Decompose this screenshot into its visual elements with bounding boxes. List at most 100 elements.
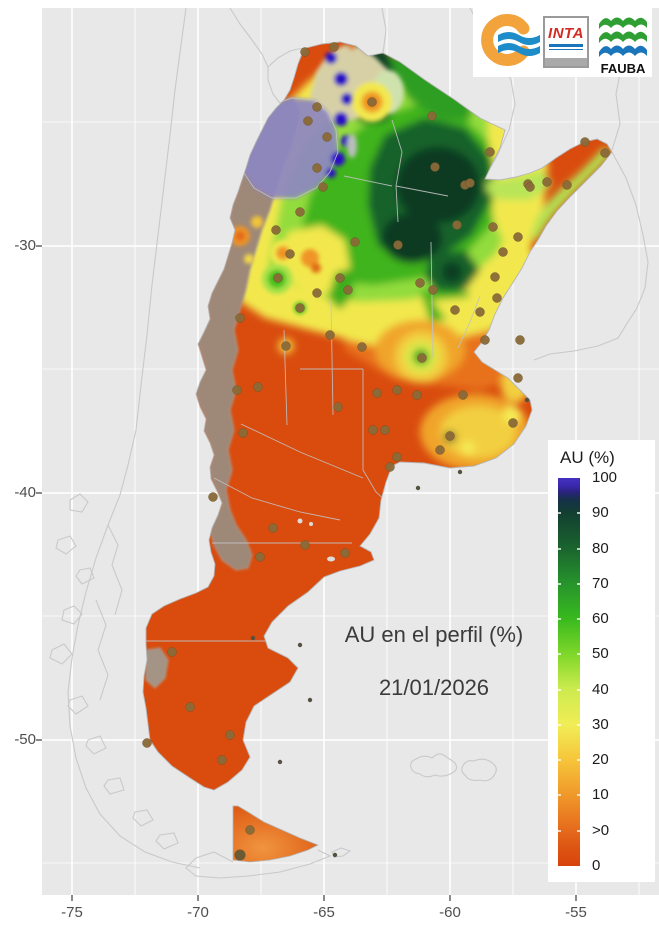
station-dot xyxy=(513,373,523,383)
station-dot xyxy=(329,42,339,52)
station-dot xyxy=(580,137,590,147)
legend-tick xyxy=(577,653,582,656)
station-dot xyxy=(312,163,322,173)
station-dot xyxy=(427,111,437,121)
station-dot xyxy=(142,738,152,748)
station-dot xyxy=(238,428,248,438)
station-dot xyxy=(412,390,422,400)
station-dot-small xyxy=(307,697,313,703)
station-dot xyxy=(542,177,552,187)
station-dot-small xyxy=(250,635,256,641)
station-dot xyxy=(235,313,245,323)
station-dot xyxy=(285,249,295,259)
station-dot xyxy=(465,178,475,188)
tierra-del-fuego-region xyxy=(232,805,319,863)
inta-logo-lines xyxy=(549,44,583,50)
station-dot xyxy=(303,116,313,126)
station-dot xyxy=(350,237,360,247)
station-dot-small xyxy=(457,469,463,475)
malvinas-east-island xyxy=(461,758,497,782)
station-dot xyxy=(392,452,402,462)
station-dot-small xyxy=(332,852,338,858)
station-dot xyxy=(380,425,390,435)
uruguay-outline xyxy=(533,151,649,361)
legend-tick xyxy=(577,582,582,585)
station-dot xyxy=(300,47,310,57)
inta-logo: INTA xyxy=(543,16,589,68)
station-dot xyxy=(273,273,283,283)
legend-label: 0 xyxy=(592,857,601,874)
legend-tick xyxy=(577,547,582,550)
x-axis-tick-label: -55 xyxy=(565,904,587,921)
legend-tick xyxy=(577,618,582,621)
legend-tick xyxy=(556,582,561,585)
x-axis-tick-label: -70 xyxy=(187,904,209,921)
station-dot xyxy=(368,425,378,435)
station-dot xyxy=(325,330,335,340)
legend-label: 10 xyxy=(592,786,609,804)
station-dots xyxy=(142,42,610,861)
station-dot xyxy=(318,182,328,192)
station-dot xyxy=(492,293,502,303)
legend-label: 30 xyxy=(592,715,609,733)
legend-tick xyxy=(577,723,582,726)
fjord-line-1 xyxy=(107,524,123,616)
station-dot xyxy=(208,492,218,502)
station-dot xyxy=(322,132,332,142)
station-dot xyxy=(385,462,395,472)
station-dot xyxy=(445,431,455,441)
legend-label: 50 xyxy=(592,645,609,663)
station-dot xyxy=(488,222,498,232)
map-annotation-title: AU en el perfil (%) xyxy=(344,622,524,647)
station-dot xyxy=(435,445,445,455)
station-dot xyxy=(367,97,377,107)
legend-tick xyxy=(556,794,561,797)
legend-tick xyxy=(577,759,582,762)
station-dot xyxy=(430,162,440,172)
argentina-outline xyxy=(142,41,613,791)
station-dot xyxy=(357,342,367,352)
station-dot xyxy=(271,225,281,235)
station-dot xyxy=(232,385,242,395)
legend-tick xyxy=(577,512,582,515)
province-boundaries xyxy=(146,97,481,642)
station-dot-small xyxy=(277,759,283,765)
legend-label: 20 xyxy=(592,751,609,769)
station-dot xyxy=(167,647,177,657)
station-dot xyxy=(295,303,305,313)
station-dot xyxy=(268,523,278,533)
station-dot xyxy=(295,207,305,217)
station-dot xyxy=(515,335,525,345)
station-dot xyxy=(312,288,322,298)
map-annotation-date: 21/01/2026 xyxy=(378,675,490,700)
fauba-logo-icon: FAUBA xyxy=(597,13,649,76)
station-dot xyxy=(245,825,255,835)
legend-label: 80 xyxy=(592,539,609,557)
station-dot xyxy=(281,341,291,351)
station-dot xyxy=(452,220,462,230)
x-axis-tick-label: -75 xyxy=(61,904,83,921)
legend-tick xyxy=(556,723,561,726)
station-dot xyxy=(600,148,610,158)
station-dot xyxy=(217,755,227,765)
station-dot xyxy=(480,335,490,345)
legend-tick xyxy=(577,794,582,797)
station-dot xyxy=(450,305,460,315)
legend-tick xyxy=(556,547,561,550)
legend-tick xyxy=(556,829,561,832)
legend-label: >0 xyxy=(592,821,610,839)
neighbor-country-outlines xyxy=(49,7,649,879)
legend-label: 40 xyxy=(592,680,609,698)
station-dot xyxy=(312,102,322,112)
legend-label: 70 xyxy=(592,574,609,592)
fjord-line-2 xyxy=(95,599,109,701)
station-dot xyxy=(525,182,535,192)
y-axis-tick-label: -30 xyxy=(14,237,36,254)
y-axis-tick-label: -50 xyxy=(14,731,36,748)
station-dot xyxy=(475,307,485,317)
station-dot-tdf xyxy=(234,849,246,861)
argentina-nw-border xyxy=(267,47,307,68)
legend-tick xyxy=(556,688,561,691)
legend-tick xyxy=(577,829,582,832)
